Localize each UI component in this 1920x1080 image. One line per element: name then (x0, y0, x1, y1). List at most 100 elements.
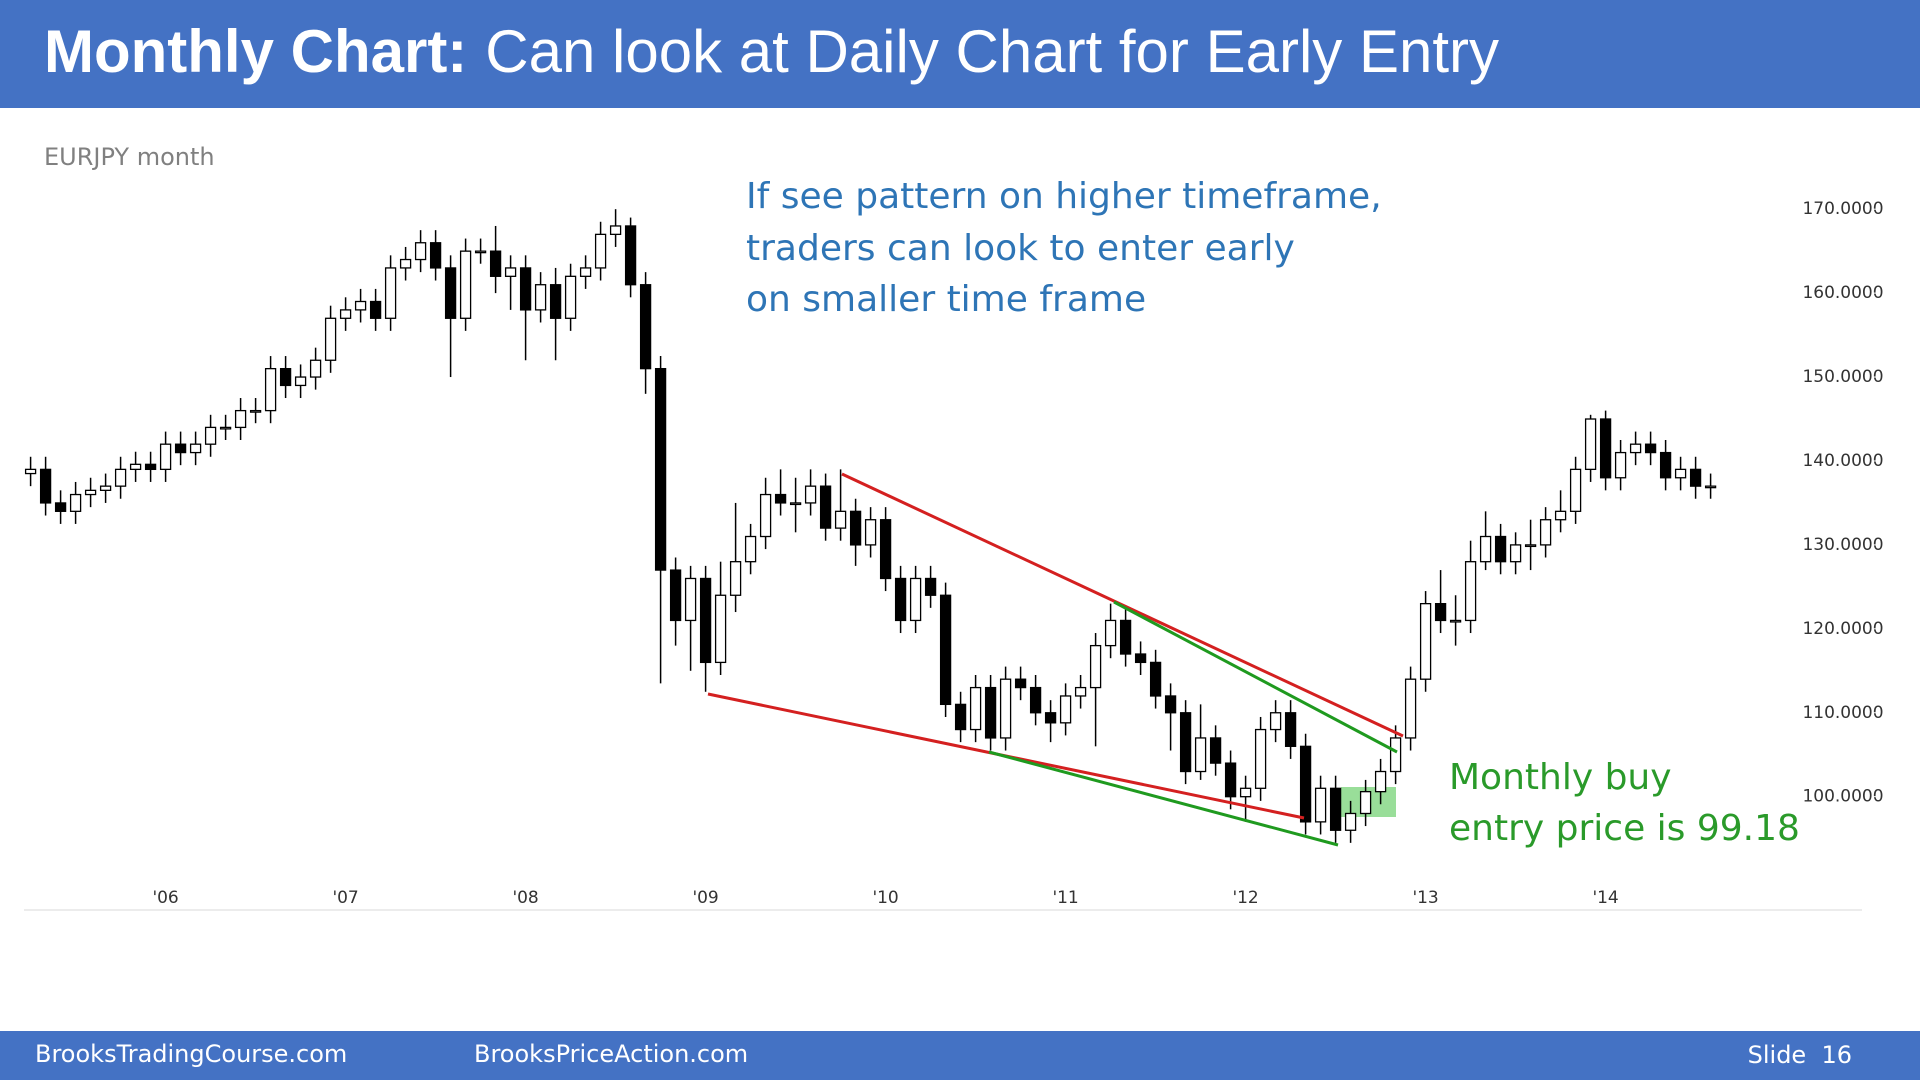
candle-body (1524, 544, 1537, 548)
candle-body (1059, 695, 1072, 724)
y-tick-label: 170.0000 (1802, 199, 1883, 219)
candle-body (114, 468, 127, 487)
candle-body (714, 594, 727, 664)
candle-body (1509, 544, 1522, 563)
candle-body (1659, 451, 1672, 479)
candle-body (1374, 770, 1387, 793)
x-tick-label: '14 (1592, 888, 1618, 908)
candle-body (1584, 418, 1597, 471)
candle-body (24, 468, 37, 475)
candle-body (1479, 535, 1492, 563)
candle-body (339, 309, 352, 319)
x-tick-label: '06 (152, 888, 178, 908)
candle-body (684, 577, 697, 622)
trendline (988, 750, 1339, 847)
slide-title: Monthly Chart: Can look at Daily Chart fo… (44, 18, 1499, 85)
annotation: If see pattern on higher timeframe, (746, 176, 1382, 217)
candle-body (1104, 619, 1117, 647)
x-tick-label: '13 (1412, 888, 1438, 908)
candle-body (1404, 678, 1417, 739)
candles (24, 209, 1717, 843)
candle-body (819, 485, 832, 529)
candle-body (729, 561, 742, 596)
candle-body (954, 703, 967, 731)
candle-body (594, 233, 607, 269)
candle-body (624, 225, 637, 286)
candle-body (1239, 787, 1252, 798)
candle-body (189, 443, 202, 454)
y-tick-label: 150.0000 (1802, 367, 1883, 387)
candle-body (174, 443, 187, 454)
candle-body (1209, 737, 1222, 764)
candle-body (459, 250, 472, 319)
candle-body (1629, 443, 1642, 454)
candle-body (414, 242, 427, 261)
annotation: traders can look to enter early (746, 228, 1295, 269)
candle-body (1599, 418, 1612, 479)
candle-body (1344, 812, 1357, 831)
candle-body (204, 426, 217, 445)
candle-body (1704, 485, 1717, 489)
candle-body (234, 409, 247, 429)
candle-body (1119, 619, 1132, 655)
title-bold: Monthly Chart: (44, 18, 467, 85)
candle-body (1149, 661, 1162, 697)
candle-body (609, 225, 622, 236)
candle-body (384, 267, 397, 319)
candle-body (849, 510, 862, 546)
y-tick-label: 140.0000 (1802, 451, 1883, 471)
candle-body (1284, 712, 1297, 747)
candle-body (279, 367, 292, 387)
candle-body (1314, 787, 1327, 823)
candle-body (1179, 712, 1192, 773)
header-bar (0, 0, 1920, 108)
candle-body (879, 519, 892, 580)
candle-body (744, 535, 757, 563)
candle-body (939, 594, 952, 706)
candle-body (474, 250, 487, 254)
candle-body (984, 686, 997, 739)
candle-body (1224, 762, 1237, 798)
candle-body (1329, 787, 1342, 831)
candle-body (294, 376, 307, 387)
candle-body (834, 510, 847, 529)
candle-body (924, 577, 937, 596)
candle-body (489, 250, 502, 277)
candle-body (1389, 737, 1402, 773)
candle-body (564, 275, 577, 319)
candle-body (1359, 791, 1372, 815)
annotation: on smaller time frame (746, 279, 1146, 320)
candle-body (504, 267, 517, 277)
candle-body (759, 493, 772, 538)
candle-body (1044, 712, 1057, 724)
candle-body (444, 267, 457, 319)
candle-body (1614, 451, 1627, 479)
candle-body (69, 493, 82, 512)
candle-body (1644, 443, 1657, 454)
footer-bar (0, 1031, 1920, 1080)
y-tick-label: 160.0000 (1802, 283, 1883, 303)
candle-body (699, 577, 712, 664)
candle-body (84, 489, 97, 496)
y-tick-label: 110.0000 (1802, 703, 1883, 723)
candle-body (369, 300, 382, 319)
candle-body (1689, 468, 1702, 487)
candle-body (1014, 678, 1027, 689)
candle-body (129, 463, 142, 471)
candle-body (144, 463, 157, 471)
candle-body (669, 569, 682, 622)
candle-body (999, 678, 1012, 739)
y-tick-label: 130.0000 (1802, 535, 1883, 555)
candle-body (309, 359, 322, 378)
footer-text: BrooksPriceAction.com (474, 1040, 748, 1068)
annotation: entry price is 99.18 (1449, 808, 1800, 849)
candle-body (864, 519, 877, 546)
candle-body (1674, 468, 1687, 479)
candle-body (579, 267, 592, 277)
candle-body (534, 284, 547, 311)
candle-body (1194, 737, 1207, 773)
footer-text: BrooksTradingCourse.com (35, 1040, 347, 1068)
candle-body (639, 284, 652, 370)
